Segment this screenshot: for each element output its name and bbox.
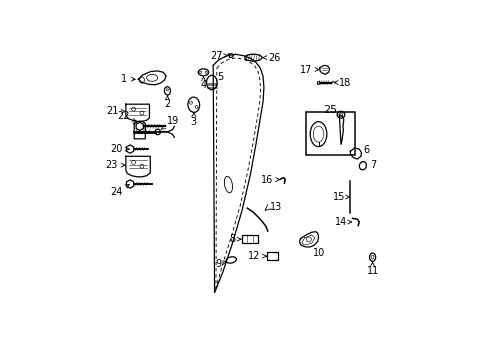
Bar [267, 252, 278, 260]
Text: 17: 17 [299, 64, 318, 75]
Text: 27: 27 [209, 51, 227, 61]
Text: 24: 24 [110, 185, 129, 197]
Text: 19: 19 [161, 116, 179, 129]
Text: 2: 2 [164, 96, 170, 109]
Text: 8: 8 [229, 234, 241, 244]
Text: 7: 7 [369, 160, 375, 170]
Text: 16: 16 [261, 175, 279, 185]
Text: 14: 14 [334, 217, 351, 227]
Bar [241, 235, 258, 243]
Text: 18: 18 [333, 77, 350, 87]
Text: 9: 9 [215, 258, 226, 269]
Text: 15: 15 [332, 192, 349, 202]
Text: 5: 5 [216, 72, 223, 82]
Text: 4: 4 [200, 77, 206, 90]
Text: 13: 13 [269, 202, 281, 212]
Text: 26: 26 [262, 53, 280, 63]
Text: 12: 12 [247, 251, 266, 261]
Text: 23: 23 [105, 160, 125, 170]
Text: 25: 25 [323, 105, 337, 115]
Text: 6: 6 [362, 145, 368, 155]
Text: 22: 22 [117, 111, 136, 122]
Text: 1: 1 [121, 74, 135, 84]
Text: 10: 10 [312, 248, 325, 258]
Text: 3: 3 [190, 113, 197, 127]
Text: 20: 20 [110, 144, 129, 154]
Text: 11: 11 [366, 262, 378, 276]
Bar [316, 81, 319, 84]
Text: 21: 21 [106, 107, 125, 116]
Bar [305, 112, 354, 155]
